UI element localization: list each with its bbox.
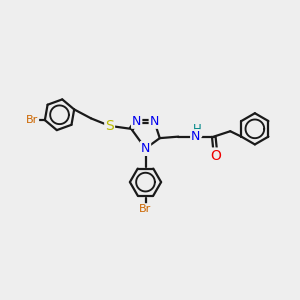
Text: N: N	[191, 130, 200, 143]
Text: N: N	[150, 115, 159, 128]
Text: Br: Br	[26, 115, 38, 125]
Text: N: N	[141, 142, 150, 155]
Text: N: N	[132, 115, 141, 128]
Text: H: H	[193, 123, 201, 136]
Text: Br: Br	[140, 204, 152, 214]
Text: O: O	[210, 148, 221, 163]
Text: S: S	[105, 119, 114, 133]
